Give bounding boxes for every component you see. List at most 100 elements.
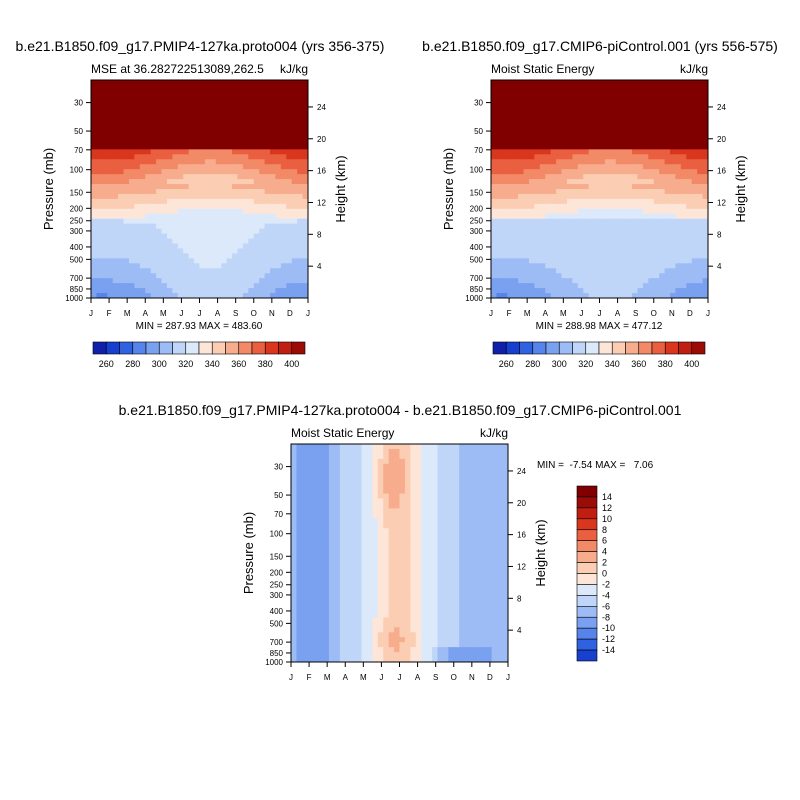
field-cell (215, 213, 222, 220)
field-cell (599, 278, 606, 284)
field-cell (215, 268, 222, 274)
field-cell (297, 278, 304, 284)
field-cell (372, 513, 379, 519)
field-cell (221, 218, 228, 225)
field-cell (275, 228, 282, 235)
field-cell (518, 84, 525, 91)
field-cell (648, 198, 655, 205)
field-cell (232, 278, 239, 284)
field-cell (686, 288, 693, 294)
field-cell (610, 174, 617, 180)
field-cell (432, 557, 439, 564)
field-cell (561, 114, 568, 121)
field-cell (545, 94, 552, 101)
field-cell (383, 582, 390, 589)
field-cell (410, 553, 417, 559)
field-cell (307, 557, 314, 564)
field-cell (502, 498, 508, 505)
field-cell (512, 273, 519, 279)
field-cell (588, 129, 595, 136)
field-cell (96, 84, 103, 91)
field-cell (177, 109, 184, 116)
field-cell (328, 448, 335, 455)
field-cell (594, 109, 601, 116)
field-cell (632, 119, 639, 126)
field-cell (128, 159, 135, 165)
field-cell (280, 258, 287, 264)
field-cell (199, 233, 206, 240)
field-cell (248, 248, 255, 254)
field-cell (377, 622, 384, 628)
field-cell (345, 518, 352, 524)
field-cell (166, 283, 173, 289)
field-cell (626, 84, 633, 91)
field-cell (101, 94, 108, 101)
field-cell (177, 208, 184, 215)
field-cell (328, 577, 335, 584)
field-cell (128, 223, 135, 230)
field-cell (194, 184, 201, 190)
field-cell (361, 602, 368, 609)
field-cell (215, 139, 222, 145)
field-cell (334, 518, 341, 524)
field-cell (453, 557, 460, 564)
field-cell (442, 453, 449, 460)
field-cell (496, 223, 503, 230)
field-cell (659, 129, 666, 136)
field-cell (545, 154, 552, 160)
field-cell (583, 288, 590, 294)
field-cell (291, 273, 298, 279)
field-cell (502, 453, 508, 460)
field-cell (426, 448, 433, 455)
field-cell (421, 458, 428, 465)
field-cell (112, 80, 119, 86)
field-cell (556, 124, 563, 131)
field-cell (523, 278, 530, 284)
field-cell (410, 483, 417, 490)
field-cell (291, 218, 298, 225)
field-cell (237, 109, 244, 116)
field-cell (188, 213, 195, 220)
field-cell (307, 597, 314, 604)
field-cell (145, 119, 152, 126)
field-cell (561, 119, 568, 126)
field-cell (594, 278, 601, 284)
field-cell (172, 263, 179, 269)
field-cell (448, 557, 455, 564)
field-cell (404, 513, 411, 519)
field-cell (453, 483, 460, 490)
field-cell (637, 169, 644, 175)
field-cell (366, 523, 373, 529)
field-cell (297, 268, 304, 274)
field-cell (615, 80, 622, 86)
field-cell (534, 89, 541, 96)
field-cell (134, 119, 141, 126)
field-cell (372, 528, 379, 534)
field-cell (128, 164, 135, 170)
field-cell (194, 288, 201, 294)
field-cell (415, 463, 422, 470)
field-cell (702, 213, 708, 220)
field-cell (302, 283, 308, 289)
field-cell (264, 109, 271, 116)
field-cell (188, 283, 195, 289)
field-cell (301, 488, 308, 495)
field-cell (177, 99, 184, 106)
field-cell (448, 453, 455, 460)
field-cell (323, 448, 330, 455)
field-cell (491, 258, 498, 264)
field-cell (659, 258, 666, 264)
field-cell (534, 119, 541, 126)
field-cell (291, 189, 298, 195)
field-cell (183, 248, 190, 254)
field-cell (610, 164, 617, 170)
field-cell (442, 538, 449, 544)
field-cell (394, 607, 401, 614)
field-cell (604, 169, 611, 175)
field-cell (177, 293, 184, 298)
field-cell (177, 248, 184, 254)
field-cell (528, 213, 535, 220)
field-cell (226, 213, 233, 220)
field-cell (145, 253, 152, 259)
field-cell (134, 109, 141, 116)
